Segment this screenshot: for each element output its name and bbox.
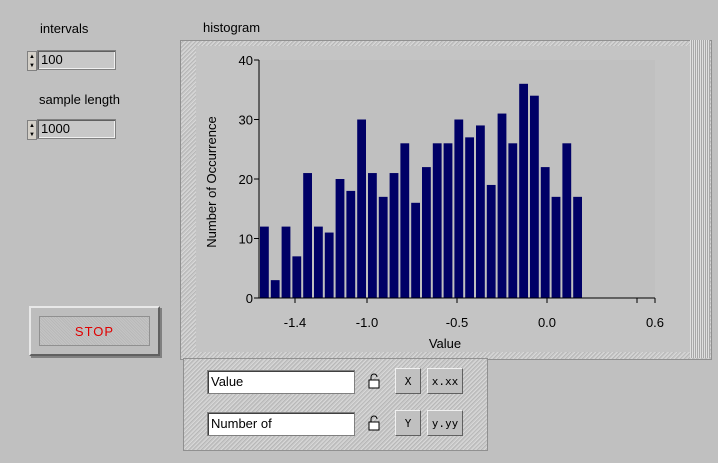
x-tick-label: 0.0 — [538, 315, 556, 330]
histogram-bar — [281, 226, 291, 298]
y-scale-tool-label: Y — [404, 416, 412, 430]
y-tick-label: 10 — [239, 232, 253, 247]
histogram-bar — [389, 173, 399, 298]
histogram-bar — [562, 143, 572, 298]
x-tick-label: -1.0 — [356, 315, 378, 330]
sample-length-increment-decrement-icon[interactable]: ▲ ▼ — [27, 120, 37, 140]
graph-title: histogram — [203, 20, 261, 35]
stop-button[interactable]: STOP — [29, 306, 160, 356]
intervals-input[interactable]: 100 — [37, 50, 116, 70]
histogram-bar — [422, 167, 431, 298]
x-scale-name-field[interactable]: Value — [207, 370, 355, 394]
histogram-bar — [292, 256, 302, 298]
histogram-bar — [551, 196, 561, 298]
histogram-bar — [270, 280, 280, 298]
intervals-increment-decrement-icon[interactable]: ▲ ▼ — [27, 51, 37, 71]
autoscale-x-icon[interactable]: X — [395, 368, 421, 394]
padlock-icon[interactable] — [362, 369, 386, 393]
histogram-bar — [486, 184, 496, 298]
histogram-bar — [476, 125, 485, 298]
sample-length-input[interactable]: 1000 — [37, 119, 116, 139]
autoscale-y-icon[interactable]: Y — [395, 410, 421, 436]
histogram-bar — [378, 196, 388, 298]
histogram-bar — [346, 190, 356, 298]
padlock-icon[interactable] — [362, 411, 386, 435]
histogram-bar — [508, 143, 518, 298]
x-scale-tool-label: X — [404, 374, 412, 388]
histogram-bar — [519, 83, 528, 298]
histogram-bar — [497, 113, 507, 298]
histogram-bar — [465, 137, 474, 298]
histogram-bar — [530, 95, 539, 298]
histogram-bar — [335, 179, 345, 298]
histogram-bar — [368, 173, 377, 298]
sample-length-label: sample length — [39, 92, 120, 107]
y-format-label: y.yy — [431, 416, 459, 430]
histogram-bar — [400, 143, 410, 298]
y-tick-label: 0 — [246, 291, 253, 306]
histogram-bar — [573, 196, 582, 298]
format-y-icon[interactable]: y.yy — [427, 410, 463, 436]
intervals-label: intervals — [40, 21, 89, 36]
histogram-bar — [314, 226, 323, 298]
x-tick-label: -0.5 — [446, 315, 468, 330]
format-x-icon[interactable]: x.xx — [427, 368, 463, 394]
sample-length-control[interactable]: ▲ ▼ 1000 — [27, 119, 117, 140]
y-scale-name-field[interactable]: Number of — [207, 412, 355, 436]
histogram-bar — [540, 167, 550, 298]
scale-legend-panel: Value X x.xx Number of Y y.yy — [183, 358, 488, 451]
graph-frame-edge — [690, 40, 710, 358]
y-tick-label: 40 — [239, 53, 253, 68]
x-tick-label: 0.6 — [646, 315, 664, 330]
histogram-bar — [432, 143, 442, 298]
y-axis-label: Number of Occurrence — [204, 116, 219, 248]
histogram-bar — [324, 232, 334, 298]
intervals-control[interactable]: ▲ ▼ 100 — [27, 50, 117, 71]
histogram-bar — [454, 119, 464, 298]
stop-button-label: STOP — [39, 316, 150, 346]
y-tick-label: 20 — [239, 172, 253, 187]
histogram-bar — [357, 119, 366, 298]
histogram-bar — [260, 226, 269, 298]
histogram-bar — [303, 173, 312, 298]
y-tick-label: 30 — [239, 113, 253, 128]
x-axis-label: Value — [429, 336, 461, 351]
x-format-label: x.xx — [431, 374, 459, 388]
histogram-bar — [411, 202, 420, 298]
x-tick-label: -1.4 — [284, 315, 306, 330]
histogram-bar — [443, 143, 453, 298]
